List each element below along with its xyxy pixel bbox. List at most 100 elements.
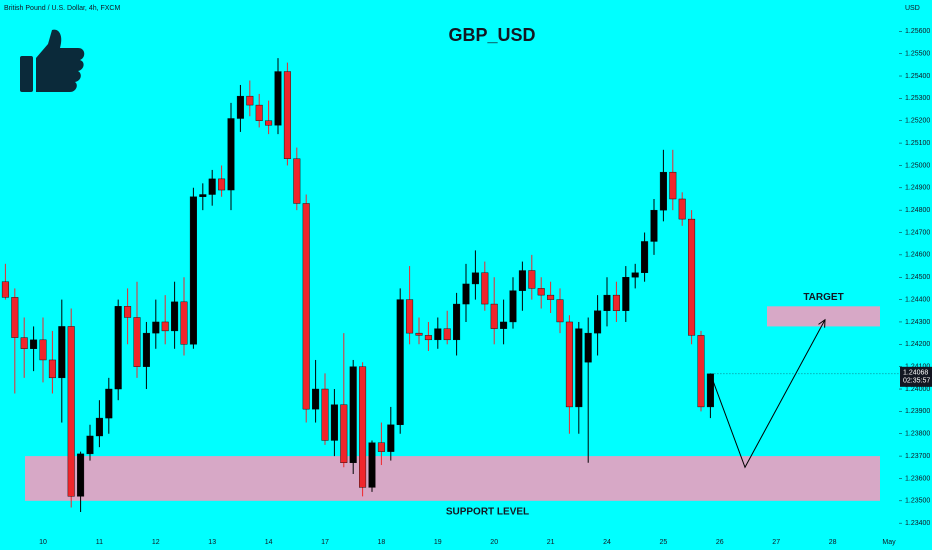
candle-body (528, 270, 536, 289)
candle-body (406, 299, 414, 334)
thumbs-up-icon (20, 29, 85, 92)
candle-body (584, 332, 592, 363)
x-tick-label: 18 (378, 539, 386, 546)
x-tick-label: May (882, 539, 896, 546)
candle-body (321, 388, 329, 441)
y-tick-label: 1.24600 (905, 252, 930, 259)
y-tick-label: 1.24200 (905, 341, 930, 348)
candle-body (659, 171, 667, 211)
candle-body (95, 417, 103, 437)
x-tick-label: 14 (265, 539, 273, 546)
y-tick-label: 1.23900 (905, 408, 930, 415)
candle-body (481, 272, 489, 305)
candle-body (77, 453, 85, 497)
x-tick-label: 20 (490, 539, 498, 546)
y-tick-label: 1.25100 (905, 140, 930, 147)
candle-body (58, 326, 66, 379)
candle-body (1, 281, 9, 298)
candle-body (396, 299, 404, 425)
x-tick-label: 17 (321, 539, 329, 546)
zones (25, 306, 880, 501)
price-tag (900, 366, 932, 387)
x-tick-label: 27 (772, 539, 780, 546)
candle-body (603, 294, 611, 311)
candle-body (48, 359, 56, 379)
candle-body (189, 196, 197, 345)
candle-body (368, 442, 376, 488)
candle-body (67, 326, 75, 497)
candle-body (537, 288, 545, 296)
price-tag-label: 1.24068 (903, 370, 928, 377)
candle-body (236, 95, 244, 119)
candle-body (622, 277, 630, 311)
candle-body (575, 328, 583, 408)
price-tag-timer: 02:35:57 (903, 378, 930, 385)
candle-body (547, 294, 555, 300)
candle-body (359, 366, 367, 488)
candle-body (11, 297, 19, 338)
candle-body (20, 337, 28, 349)
candle-body (114, 306, 122, 390)
zone (767, 306, 880, 327)
projection-arrowhead (818, 318, 826, 328)
candle-body (415, 332, 423, 336)
candle-body (330, 404, 338, 441)
candle-body (265, 120, 273, 126)
candle-body (142, 332, 150, 367)
candle-body (349, 366, 357, 464)
x-tick-label: 28 (829, 539, 837, 546)
candle-body (669, 171, 677, 200)
candle-body (302, 203, 310, 410)
candle-body (340, 404, 348, 464)
candle-body (199, 194, 207, 197)
candle-body (556, 299, 564, 323)
y-tick-label: 1.23800 (905, 431, 930, 438)
candle-body (631, 272, 639, 278)
candle-body (471, 272, 479, 285)
candle-body (255, 104, 263, 121)
candle-body (171, 301, 179, 332)
y-tick-label: 1.25400 (905, 73, 930, 80)
y-tick-label: 1.23600 (905, 475, 930, 482)
x-tick-label: 25 (660, 539, 668, 546)
y-tick-label: 1.23700 (905, 453, 930, 460)
candle-body (227, 118, 235, 191)
candle-body (490, 303, 498, 329)
candle-body (283, 71, 291, 159)
candle-body (650, 209, 658, 242)
candle-body (124, 306, 132, 318)
candle-body (86, 435, 94, 455)
y-tick-label: 1.24800 (905, 207, 930, 214)
y-tick-label: 1.24400 (905, 296, 930, 303)
x-tick-label: 26 (716, 539, 724, 546)
x-tick-label: 12 (152, 539, 160, 546)
zone (25, 456, 880, 501)
candle-body (594, 310, 602, 334)
candles (1, 58, 714, 512)
candle-body (105, 388, 113, 419)
x-tick-label: 11 (96, 539, 103, 546)
candle-body (377, 442, 385, 452)
candle-body (706, 373, 714, 408)
x-tick-label: 21 (547, 539, 555, 546)
candle-body (565, 321, 573, 408)
candle-body (133, 317, 141, 367)
candle-body (688, 218, 696, 336)
candle-body (152, 321, 160, 334)
y-tick-label: 1.25500 (905, 51, 930, 58)
y-tick-label: 1.25000 (905, 162, 930, 169)
candle-body (293, 158, 301, 204)
y-tick-label: 1.24000 (905, 386, 930, 393)
candle-body (30, 339, 38, 349)
candle-body (697, 335, 705, 408)
candle-body (612, 294, 620, 311)
zone-label: SUPPORT LEVEL (446, 506, 529, 517)
candle-body (462, 283, 470, 305)
candle-body (208, 178, 216, 195)
candle-body (312, 388, 320, 410)
candle-body (246, 95, 254, 106)
subtitle: British Pound / U.S. Dollar, 4h, FXCM (4, 5, 120, 12)
candle-body (453, 303, 461, 341)
currency: USD (905, 5, 920, 12)
